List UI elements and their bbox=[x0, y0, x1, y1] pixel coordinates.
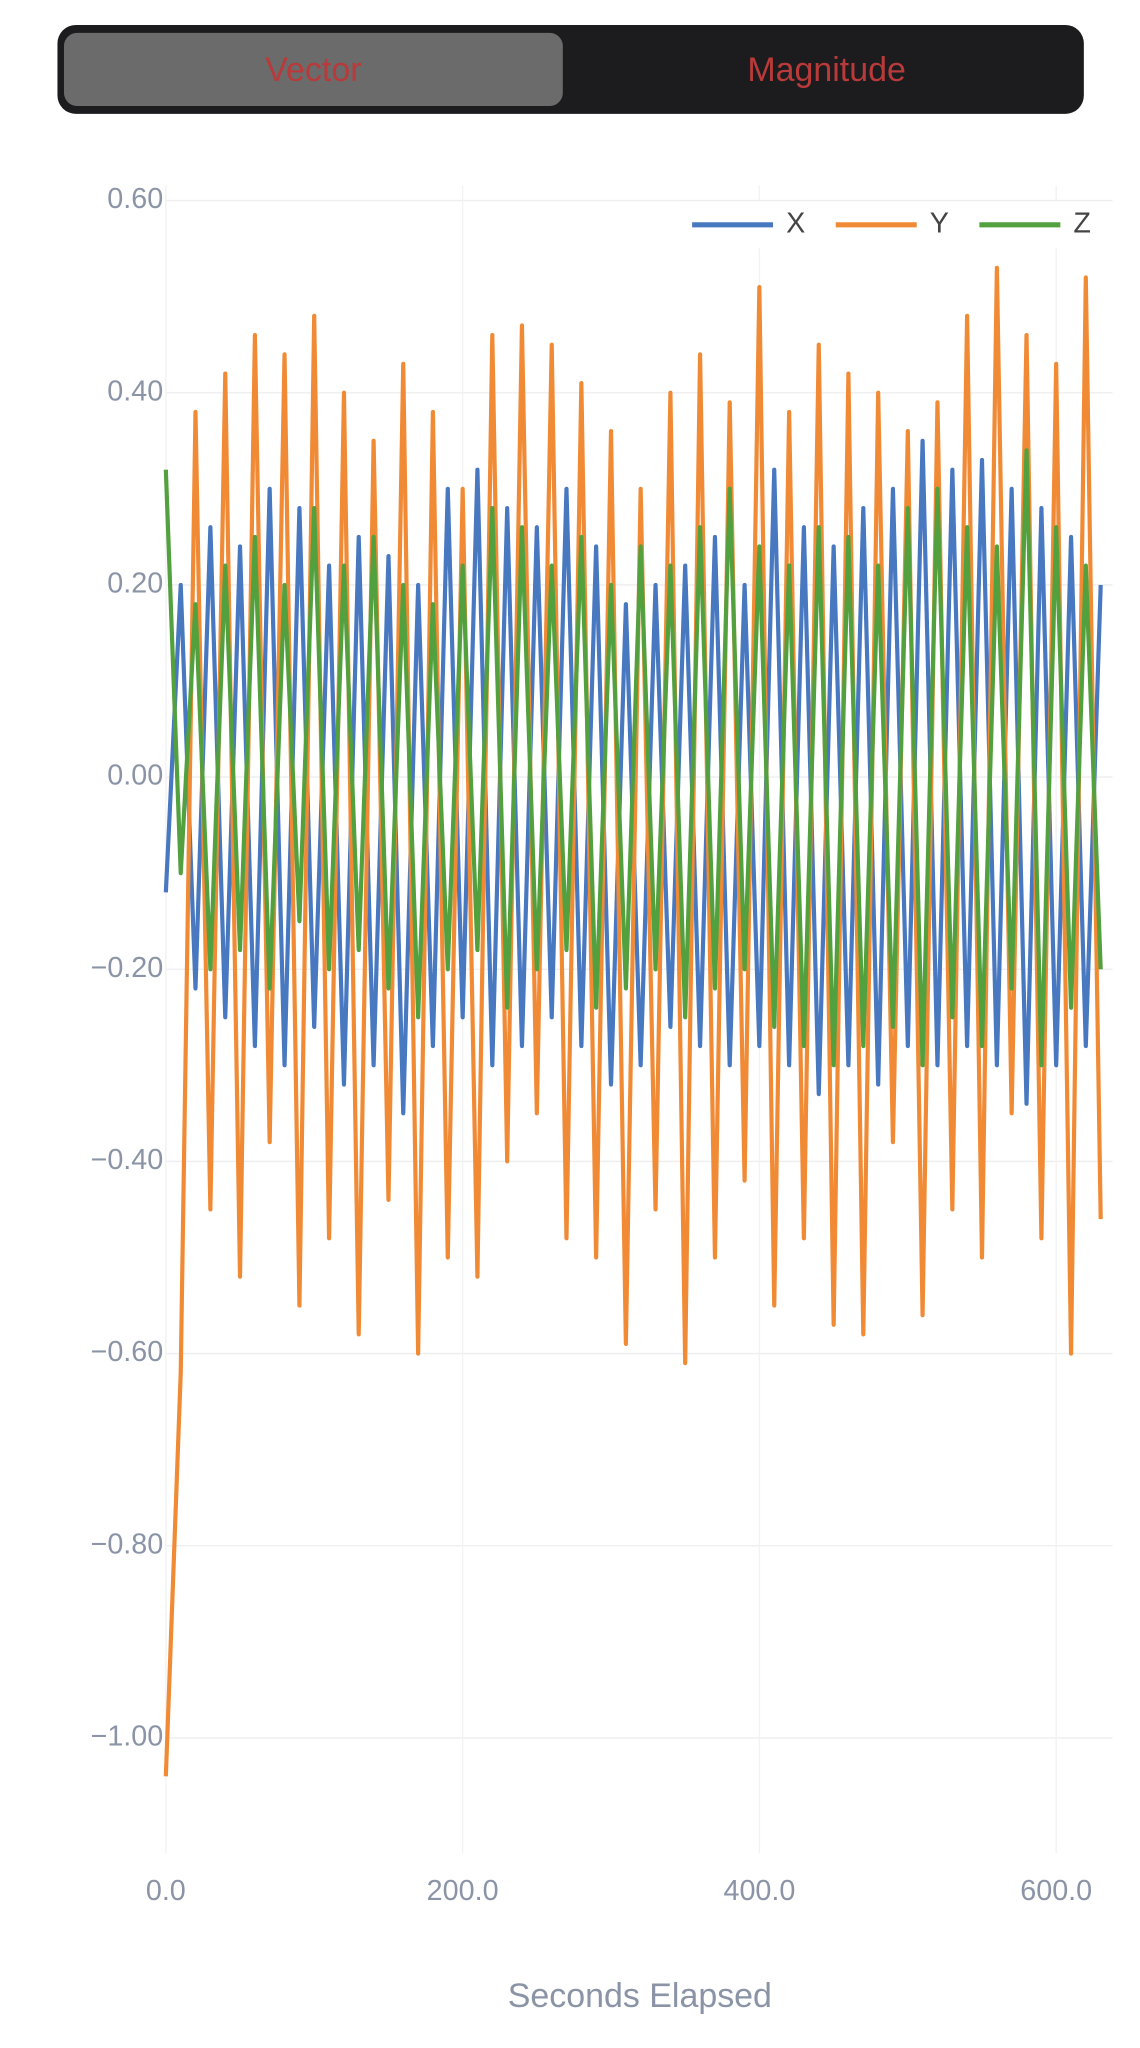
x-tick-label: 0.0 bbox=[146, 1875, 186, 1907]
legend-label: Z bbox=[1073, 207, 1091, 239]
tab-vector[interactable]: Vector bbox=[265, 51, 361, 89]
series-line bbox=[163, 265, 1103, 1777]
tab-magnitude[interactable]: Magnitude bbox=[747, 51, 906, 89]
legend: X Y Z bbox=[681, 201, 1113, 249]
x-axis-title: Seconds Elapsed bbox=[508, 1977, 772, 2015]
tab-selected[interactable] bbox=[63, 32, 563, 106]
y-tick-label: 0.40 bbox=[107, 375, 163, 407]
x-tick-label: 600.0 bbox=[1020, 1875, 1092, 1907]
plot-area bbox=[163, 265, 1103, 1777]
y-tick-label: −0.40 bbox=[91, 1144, 164, 1176]
y-tick-label: −1.00 bbox=[91, 1721, 164, 1753]
y-tick-label: −0.60 bbox=[91, 1336, 164, 1368]
y-tick-label: −0.20 bbox=[91, 952, 164, 984]
y-tick-label: 0.20 bbox=[107, 568, 163, 600]
legend-label: X bbox=[786, 207, 805, 239]
y-tick-label: 0.60 bbox=[107, 183, 163, 215]
grid: −1.00 −0.80 −0.60 −0.40 −0.20 0.00 0.20 0.40 0.6… bbox=[91, 183, 1113, 1907]
x-tick-label: 400.0 bbox=[723, 1875, 795, 1907]
legend-label: Y bbox=[930, 207, 949, 239]
y-tick-label: −0.80 bbox=[91, 1528, 164, 1560]
y-tick-label: 0.00 bbox=[107, 760, 163, 792]
x-tick-label: 200.0 bbox=[427, 1875, 499, 1907]
series-line bbox=[163, 448, 1103, 1068]
